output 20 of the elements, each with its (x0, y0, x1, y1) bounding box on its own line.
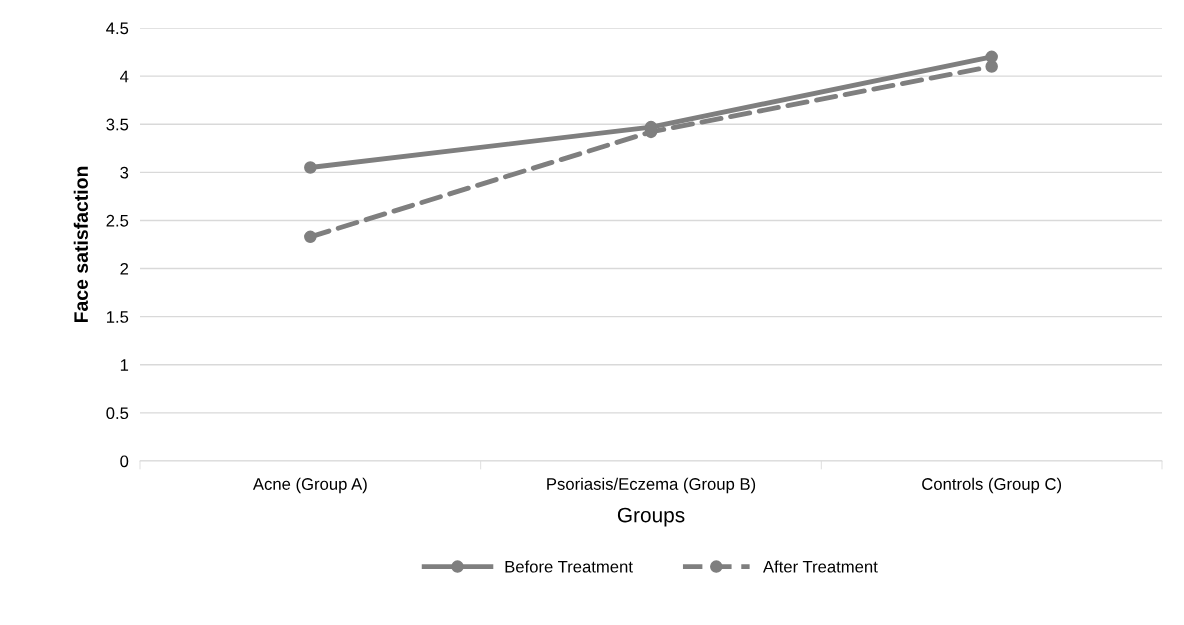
y-tick-label: 0 (120, 455, 129, 468)
y-tick-label: 0.5 (106, 407, 129, 420)
y-tick-label: 4.5 (106, 22, 129, 35)
x-tick-label: Controls (Group C) (922, 477, 1062, 494)
y-axis-title: Face satisfaction (73, 166, 88, 323)
legend-label: Before Treatment (505, 560, 633, 573)
x-tick-label: Acne (Group A) (252, 477, 367, 494)
x-axis-title: Groups (617, 507, 685, 527)
y-tick-label: 2.5 (106, 214, 129, 227)
point (304, 161, 317, 174)
point (304, 230, 317, 244)
x-tick-label: Psoriasis/Eczema (Group B) (547, 477, 756, 494)
legend-label: After Treatment (762, 560, 878, 573)
y-tick-label: 2 (120, 262, 129, 275)
y-tick-label: 3.5 (106, 118, 129, 131)
y-tick-label: 1.5 (106, 311, 129, 323)
y-tick-label: 4 (120, 70, 129, 83)
y-tick-label: 1 (120, 359, 129, 371)
y-tick-label: 3 (120, 166, 129, 179)
point (985, 50, 998, 64)
